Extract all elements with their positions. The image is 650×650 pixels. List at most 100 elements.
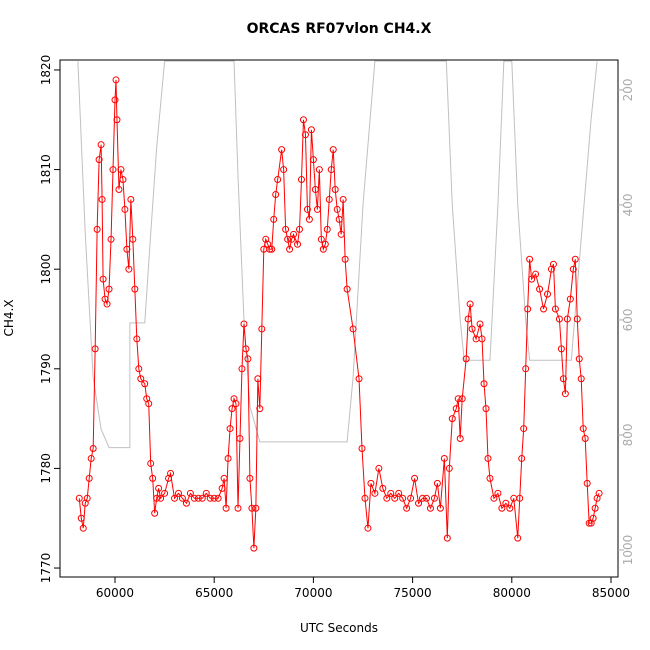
data-point [256,405,264,413]
data-point [228,405,236,413]
data-point [559,375,567,383]
data-point [210,494,218,502]
data-point [242,345,250,353]
data-point [182,499,190,507]
data-point [331,185,339,193]
data-point [280,166,288,174]
data-point [399,494,407,502]
data-point [151,509,159,517]
data-point [490,494,498,502]
data-point [315,166,323,174]
data-point [303,205,311,213]
data-point [171,494,179,502]
data-point [286,245,294,253]
data-point [79,524,87,532]
data-point [458,395,466,403]
data-point [486,474,494,482]
data-point [266,245,274,253]
data-point [224,454,232,462]
data-point [190,494,198,502]
data-point [89,444,97,452]
data-point [569,265,577,273]
chart-title: ORCAS RF07vlon CH4.X [247,21,432,37]
data-point [97,141,105,149]
data-point [419,494,427,502]
data-point [83,494,91,502]
data-point [278,146,286,154]
data-point [433,479,441,487]
data-point [573,315,581,323]
data-point [327,166,335,174]
data-point [270,215,278,223]
data-point [549,260,557,268]
data-point [133,335,141,343]
data-point [540,305,548,313]
data-point [149,474,157,482]
data-point [371,489,379,497]
data-point [358,444,366,452]
y-tick-label: 1780 [39,453,53,484]
data-point [415,499,423,507]
data-point [236,435,244,443]
data-point [127,195,135,203]
plot-frame [59,59,619,578]
data-point [167,469,175,477]
data-point [430,494,438,502]
data-point [111,96,119,104]
data-point [290,230,298,238]
data-point [107,235,115,243]
x-axis-label: UTC Seconds [300,621,378,635]
data-point [123,245,131,253]
data-point [395,489,403,497]
data-point [478,335,486,343]
data-point [585,519,593,527]
data-point [305,215,313,223]
data-point [218,484,226,492]
plot-area [75,60,603,552]
data-point [443,534,451,542]
data-point [119,176,127,184]
data-point [222,504,230,512]
data-point [282,225,290,233]
data-point [387,489,395,497]
data-point [309,156,317,164]
x-tick-label: 75000 [394,586,432,600]
data-point [452,405,460,413]
data-point [117,166,125,174]
data-point [202,489,210,497]
data-point [581,435,589,443]
data-point [577,375,585,383]
data-point [337,230,345,238]
x-tick-label: 70000 [294,586,332,600]
data-point [115,185,123,193]
data-point [77,514,85,522]
x-tick-label: 85000 [592,586,630,600]
y2-tick-label: 600 [621,308,635,331]
data-point [325,195,333,203]
data-point [250,544,258,552]
y-tick-label: 1820 [39,55,53,86]
data-point [436,504,444,512]
data-point [551,305,559,313]
data-point [462,355,470,363]
data-point [234,504,242,512]
data-point [583,479,591,487]
data-point [299,116,307,124]
data-point [468,325,476,333]
y2-tick-label: 400 [621,193,635,216]
data-point [516,494,524,502]
y-tick-label: 1770 [39,553,53,584]
data-point [343,285,351,293]
data-point [466,300,474,308]
data-point [391,494,399,502]
data-point [113,116,121,124]
data-point [186,489,194,497]
data-point [272,190,280,198]
data-point [87,454,95,462]
data-point [321,240,329,248]
data-point [536,285,544,293]
data-point [313,205,321,213]
data-point [367,479,375,487]
data-point [464,315,472,323]
